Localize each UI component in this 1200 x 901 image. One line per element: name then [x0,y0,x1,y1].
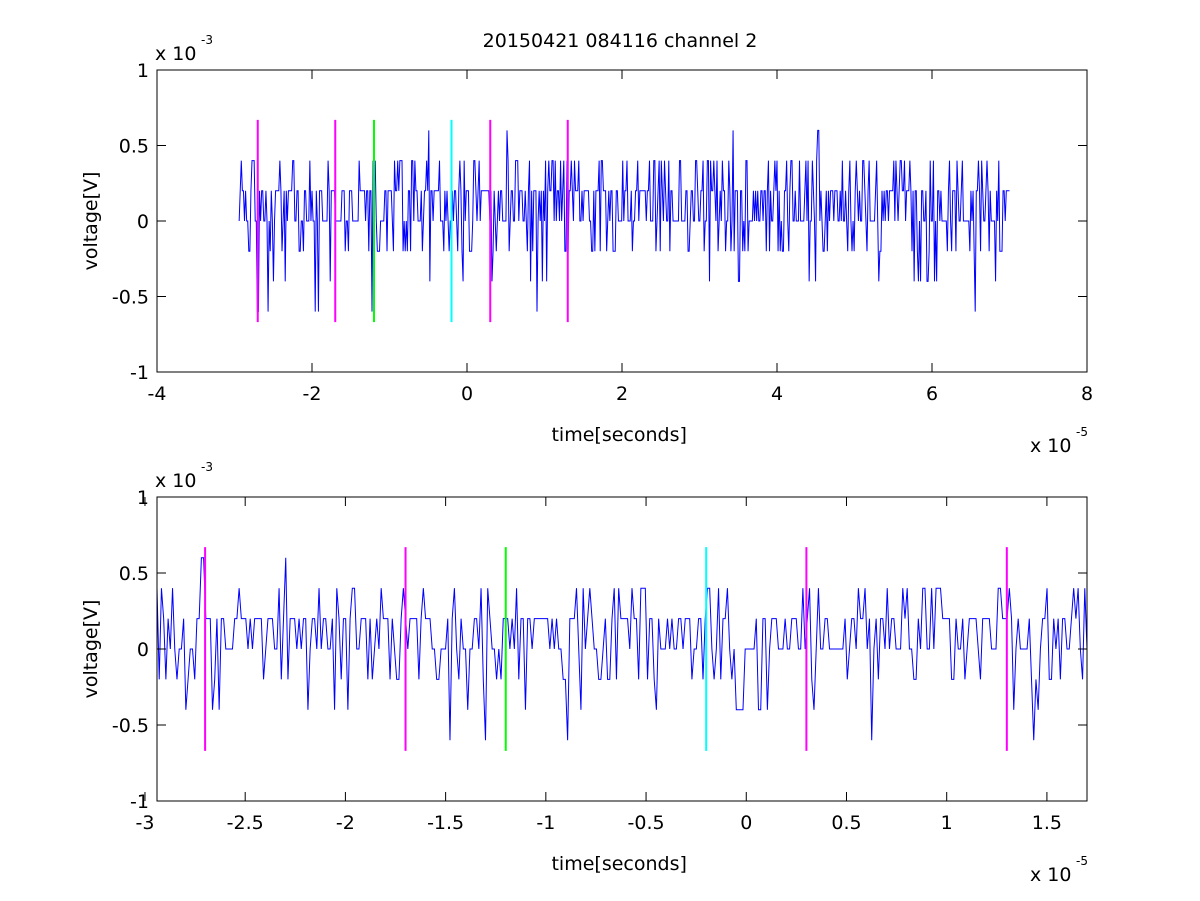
bottom-x-tick-label: 1 [941,812,953,834]
top-y-multiplier-exponent: -3 [201,33,213,47]
bottom-x-multiplier-base: x 10 [1030,864,1071,886]
top-tick-layer: -4 -2 0 2 4 6 8 -1 -0.5 0 0.5 1 [112,60,1093,405]
bottom-x-tick-label: 0.5 [831,812,861,834]
bottom-marker-layer [204,547,1008,751]
top-x-tick-label: 8 [1081,383,1093,405]
top-signal-layer [238,129,1010,313]
plot-title: 20150421 084116 channel 2 [483,30,758,52]
top-x-axis-label: time[seconds] [551,424,686,446]
bottom-y-axis-label: voltage[V] [80,600,102,699]
bottom-y-multiplier-base: x 10 [155,470,196,492]
top-x-tick-label: 0 [461,383,473,405]
top-y-tick-label: 1 [137,60,149,82]
top-x-tick-label: -2 [303,383,322,405]
top-y-tick-label: -1 [130,362,149,384]
bottom-x-tick-label: -1.5 [427,812,464,834]
top-x-tick-label: 4 [771,383,783,405]
bottom-x-tick-label: -2 [336,812,355,834]
bottom-y-multiplier-exponent: -3 [201,460,213,474]
bottom-x-tick-label: 1.5 [1032,812,1062,834]
bottom-x-axis-label: time[seconds] [551,853,686,875]
bottom-y-multiplier: x 10 -3 [155,460,213,492]
bottom-y-tick-label: 0 [137,639,149,661]
bottom-axes: -3 -2.5 -2 -1.5 -1 -0.5 0 0.5 1 1.5 -1 -0.5 0 0.5 1 ti… [80,460,1088,886]
top-x-multiplier-base: x 10 [1030,435,1071,457]
top-y-tick-label: 0 [137,211,149,233]
bottom-x-tick-label: -2.5 [227,812,264,834]
bottom-x-tick-label: -0.5 [628,812,665,834]
bottom-y-tick-label: 0.5 [119,563,149,585]
bottom-x-tick-label: -3 [135,812,154,834]
bottom-signal-line [156,557,1088,741]
top-y-multiplier-base: x 10 [155,43,196,65]
bottom-x-multiplier: x 10 -5 [1030,854,1088,886]
top-axes: -4 -2 0 2 4 6 8 -1 -0.5 0 0.5 1 time[seconds] volta… [80,33,1093,457]
bottom-y-tick-label: -0.5 [112,715,149,737]
top-signal-line [238,129,1010,313]
top-y-tick-label: 0.5 [119,136,149,158]
bottom-signal-layer [156,557,1088,741]
top-x-tick-label: -4 [148,383,167,405]
top-y-tick-label: -0.5 [112,287,149,309]
top-x-tick-label: 6 [926,383,938,405]
top-y-axis-label: voltage[V] [80,172,102,271]
top-marker-layer [256,119,569,323]
top-x-multiplier-exponent: -5 [1076,425,1088,439]
top-x-multiplier: x 10 -5 [1030,425,1088,457]
bottom-x-multiplier-exponent: -5 [1076,854,1088,868]
bottom-tick-layer: -3 -2.5 -2 -1.5 -1 -0.5 0 0.5 1 1.5 -1 -0.5 0 0.5 1 [112,487,1087,834]
bottom-x-tick-label: -1 [536,812,555,834]
top-y-multiplier: x 10 -3 [155,33,213,65]
bottom-x-tick-label: 0 [740,812,752,834]
bottom-y-tick-label: 1 [137,487,149,509]
bottom-y-tick-label: -1 [130,791,149,813]
top-x-tick-label: 2 [616,383,628,405]
